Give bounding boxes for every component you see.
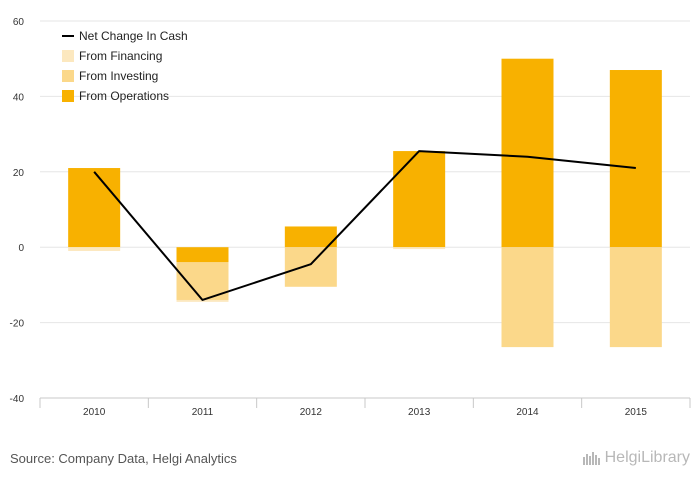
legend-label: Net Change In Cash xyxy=(79,29,188,43)
cash-flow-chart: -40 -20 0 20 40 60 2010 2011 2012 2013 2014 2015 N… xyxy=(10,17,691,418)
bar-from-operations-2010 xyxy=(68,168,121,248)
x-tick-label: 2014 xyxy=(516,407,539,418)
x-tick-label: 2012 xyxy=(300,407,323,418)
source-text: Source: Company Data, Helgi Analytics xyxy=(10,451,237,466)
bar-from-investing-2014 xyxy=(501,247,554,348)
legend-label: From Operations xyxy=(79,89,169,103)
x-tick-label: 2011 xyxy=(192,407,214,418)
x-axis: 2010 2011 2012 2013 2014 2015 xyxy=(39,397,691,418)
legend-box-marker xyxy=(62,50,74,62)
y-tick-label: -40 xyxy=(10,394,25,405)
y-tick-label: 60 xyxy=(13,17,25,28)
bar-from-operations-2011 xyxy=(176,247,229,263)
bar-from-operations-2013 xyxy=(393,151,446,248)
bar-from-financing-2010 xyxy=(68,247,121,251)
legend: Net Change In Cash From Financing From Inv… xyxy=(62,29,188,103)
x-tick-label: 2013 xyxy=(408,407,431,418)
legend-label: From Investing xyxy=(79,69,158,83)
bar-from-operations-2012 xyxy=(284,226,337,248)
y-tick-label: 20 xyxy=(13,168,25,179)
bar-from-operations-2015 xyxy=(609,70,662,248)
y-axis: -40 -20 0 20 40 60 xyxy=(10,17,25,405)
brand-text: HelgiLibrary xyxy=(604,449,690,466)
line-series xyxy=(93,150,636,301)
y-tick-label: 0 xyxy=(18,243,24,254)
bar-series xyxy=(68,58,662,348)
bar-from-financing-2013 xyxy=(393,247,446,250)
x-tick-label: 2010 xyxy=(83,407,106,418)
grid-lines xyxy=(40,20,690,324)
x-tick-label: 2015 xyxy=(625,407,648,418)
legend-box-marker xyxy=(62,90,74,102)
net-change-line xyxy=(93,150,636,301)
bar-from-investing-2015 xyxy=(609,247,662,348)
y-tick-label: -20 xyxy=(10,319,25,330)
y-tick-label: 40 xyxy=(13,92,25,103)
bar-from-investing-2012 xyxy=(284,247,337,287)
legend-label: From Financing xyxy=(79,49,162,63)
bar-from-operations-2014 xyxy=(501,58,554,248)
legend-box-marker xyxy=(62,70,74,82)
brand-logo: HelgiLibrary xyxy=(582,449,690,467)
helgi-logo-icon xyxy=(582,452,600,465)
